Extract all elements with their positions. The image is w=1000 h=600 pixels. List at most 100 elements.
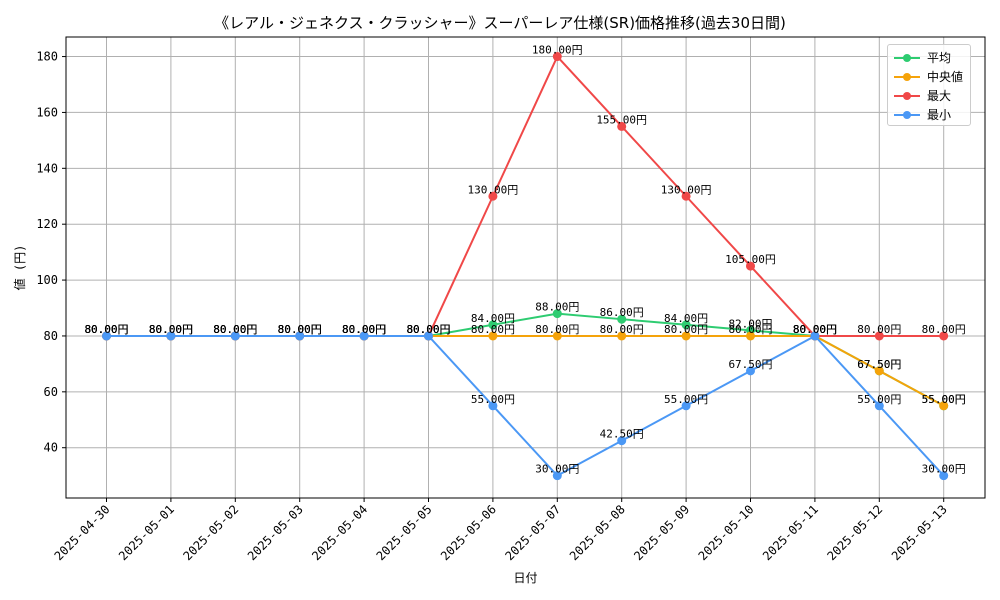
point-min-2025-05-11 xyxy=(810,331,820,341)
data-label-median-2025-05-03: 80.00円 xyxy=(278,323,322,336)
legend-item-median: 中央値 xyxy=(888,67,970,86)
data-label-median-2025-04-30: 80.00円 xyxy=(84,323,128,336)
x-tick-label-2025-05-07: 2025-05-07 xyxy=(502,502,563,563)
data-label-median-2025-05-02: 80.00円 xyxy=(213,323,257,336)
y-axis-label: 値 (円) xyxy=(12,245,27,291)
data-label-max-2025-05-05: 80.00円 xyxy=(406,323,450,336)
legend-item-average: 平均 xyxy=(888,48,970,67)
x-tick-label-2025-05-02: 2025-05-02 xyxy=(180,502,241,563)
x-tick-label-2025-05-04: 2025-05-04 xyxy=(309,502,370,563)
y-tick-label-60: 60 xyxy=(44,385,58,399)
x-axis-label: 日付 xyxy=(513,571,537,585)
data-label-average-2025-05-06: 84.00円 xyxy=(471,312,515,325)
data-label-median-2025-05-05: 80.00円 xyxy=(406,323,450,336)
point-median-2025-05-12 xyxy=(874,366,884,376)
y-tick-label-40: 40 xyxy=(44,441,58,455)
data-label-average-2025-05-10: 82.00円 xyxy=(728,317,772,330)
data-label-median-2025-05-04: 80.00円 xyxy=(342,323,386,336)
data-label-min-2025-05-08: 42.50円 xyxy=(600,428,644,441)
data-label-median-2025-05-11: 80.00円 xyxy=(793,323,837,336)
data-label-max-2025-05-07: 180.00円 xyxy=(532,44,583,57)
data-label-max-2025-05-09: 130.00円 xyxy=(661,183,712,196)
point-min-2025-05-07 xyxy=(552,471,562,481)
legend-item-max: 最大 xyxy=(888,86,970,105)
data-label-min-2025-05-10: 67.50円 xyxy=(728,358,772,371)
series-line-median xyxy=(106,334,945,407)
data-label-median-2025-05-06: 80.00円 xyxy=(471,323,515,336)
point-average-2025-05-06 xyxy=(488,320,498,330)
point-max-2025-05-06 xyxy=(488,191,498,201)
y-tick-label-140: 140 xyxy=(36,161,58,175)
x-tick-label-2025-05-05: 2025-05-05 xyxy=(374,502,435,563)
data-label-median-2025-05-01: 80.00円 xyxy=(149,323,193,336)
point-median-2025-05-08 xyxy=(617,331,627,341)
chart-legend: 平均 中央値 最大 最小 xyxy=(887,44,971,126)
data-label-min-2025-05-07: 30.00円 xyxy=(535,463,579,476)
point-min-2025-05-08 xyxy=(617,436,627,446)
data-label-min-2025-05-03: 80.00円 xyxy=(278,323,322,336)
data-label-max-2025-05-01: 80.00円 xyxy=(149,323,193,336)
data-label-median-2025-05-10: 80.00円 xyxy=(728,323,772,336)
legend-label-average: 平均 xyxy=(927,51,952,65)
x-tick-label-2025-05-09: 2025-05-09 xyxy=(631,502,692,563)
data-label-average-2025-05-11: 80.00円 xyxy=(793,323,837,336)
data-label-min-2025-04-30: 80.00円 xyxy=(84,323,128,336)
data-label-max-2025-05-04: 80.00円 xyxy=(342,323,386,336)
point-max-2025-05-09 xyxy=(681,191,691,201)
legend-swatch-max xyxy=(894,91,920,101)
data-label-max-2025-04-30: 80.00円 xyxy=(84,323,128,336)
x-tick-label-2025-05-03: 2025-05-03 xyxy=(245,502,306,563)
legend-label-median: 中央値 xyxy=(927,70,964,84)
data-label-min-2025-05-13: 30.00円 xyxy=(922,463,966,476)
data-label-min-2025-05-09: 55.00円 xyxy=(664,393,708,406)
data-label-average-2025-05-13: 55.00円 xyxy=(922,393,966,406)
point-min-2025-05-06 xyxy=(488,401,498,411)
legend-swatch-min xyxy=(894,110,920,120)
data-label-max-2025-05-08: 155.00円 xyxy=(596,113,647,126)
data-label-max-2025-05-11: 80.00円 xyxy=(793,323,837,336)
legend-swatch-median xyxy=(894,72,920,82)
legend-swatch-average xyxy=(894,53,920,63)
data-label-median-2025-05-09: 80.00円 xyxy=(664,323,708,336)
x-tick-label-2025-05-06: 2025-05-06 xyxy=(438,502,499,563)
data-label-min-2025-05-06: 55.00円 xyxy=(471,393,515,406)
data-label-average-2025-05-02: 80.00円 xyxy=(213,323,257,336)
data-label-median-2025-05-07: 80.00円 xyxy=(535,323,579,336)
point-median-2025-05-09 xyxy=(681,331,691,341)
point-min-2025-05-04 xyxy=(359,331,369,341)
data-label-max-2025-05-12: 80.00円 xyxy=(857,323,901,336)
data-label-average-2025-05-12: 67.50円 xyxy=(857,358,901,371)
data-label-median-2025-05-12: 67.50円 xyxy=(857,358,901,371)
data-label-max-2025-05-02: 80.00円 xyxy=(213,323,257,336)
point-min-2025-05-02 xyxy=(230,331,240,341)
data-label-median-2025-05-13: 55.00円 xyxy=(922,393,966,406)
data-label-max-2025-05-03: 80.00円 xyxy=(278,323,322,336)
x-tick-label-2025-04-30: 2025-04-30 xyxy=(52,502,113,563)
data-label-max-2025-05-13: 80.00円 xyxy=(922,323,966,336)
data-label-average-2025-05-05: 80.00円 xyxy=(406,323,450,336)
data-label-min-2025-05-04: 80.00円 xyxy=(342,323,386,336)
series-line-max xyxy=(106,54,944,337)
point-min-2025-05-03 xyxy=(295,331,305,341)
point-average-2025-05-07 xyxy=(552,309,562,319)
point-max-2025-05-07 xyxy=(552,52,562,62)
point-max-2025-05-10 xyxy=(746,261,755,271)
data-label-min-2025-05-12: 55.00円 xyxy=(857,393,901,406)
x-tick-label-2025-05-11: 2025-05-11 xyxy=(760,502,821,563)
point-min-2025-04-30 xyxy=(102,331,111,341)
y-tick-label-120: 120 xyxy=(36,217,58,231)
point-max-2025-05-08 xyxy=(617,121,627,131)
point-min-2025-05-12 xyxy=(874,401,884,411)
point-median-2025-05-13 xyxy=(939,401,949,411)
y-tick-label-100: 100 xyxy=(36,273,58,287)
x-tick-label-2025-05-10: 2025-05-10 xyxy=(696,502,757,563)
data-label-max-2025-05-06: 130.00円 xyxy=(468,183,519,196)
x-tick-label-2025-05-01: 2025-05-01 xyxy=(116,502,177,563)
data-label-average-2025-04-30: 80.00円 xyxy=(84,323,128,336)
plot-frame xyxy=(65,36,986,499)
point-min-2025-05-01 xyxy=(166,331,176,341)
data-label-median-2025-05-08: 80.00円 xyxy=(600,323,644,336)
x-tick-label-2025-05-12: 2025-05-12 xyxy=(824,502,885,563)
point-min-2025-05-05 xyxy=(424,331,433,341)
